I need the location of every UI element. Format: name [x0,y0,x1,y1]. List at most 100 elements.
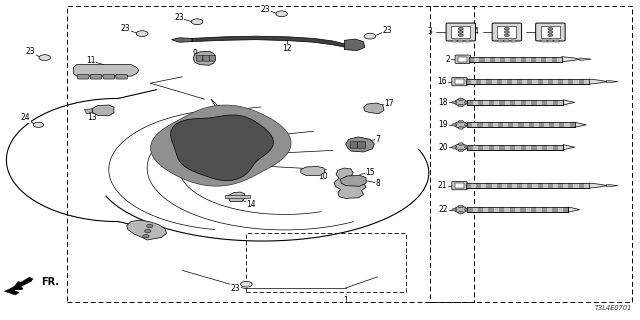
Polygon shape [346,137,374,152]
Bar [531,57,536,62]
Circle shape [548,31,553,33]
Polygon shape [364,103,384,114]
Text: 23: 23 [174,13,184,22]
Bar [478,100,483,105]
Circle shape [458,28,463,30]
Circle shape [458,143,463,145]
Polygon shape [192,36,346,47]
Bar [520,207,525,212]
Polygon shape [334,168,366,198]
Bar [536,145,542,150]
Bar [520,100,526,105]
Circle shape [458,98,463,100]
Bar [527,79,532,84]
Text: 22: 22 [438,205,448,214]
Bar [568,79,573,84]
Polygon shape [10,277,33,291]
Bar [471,79,476,84]
Bar [527,183,532,188]
Bar [466,183,471,188]
Bar [564,122,570,127]
Bar [507,79,512,84]
Circle shape [458,205,463,208]
Bar [515,207,520,212]
Bar [532,79,538,84]
FancyBboxPatch shape [350,142,358,148]
Bar [494,100,499,105]
Bar [531,207,536,212]
Bar [488,207,494,212]
Bar [486,79,492,84]
Bar [481,79,486,84]
Polygon shape [340,175,366,186]
Bar [472,207,478,212]
FancyBboxPatch shape [452,181,467,190]
Circle shape [548,28,553,30]
Bar [467,145,472,150]
Bar [531,100,536,105]
Bar [497,26,516,38]
Polygon shape [563,145,575,150]
Bar [543,79,548,84]
Polygon shape [225,195,250,198]
Bar [549,122,554,127]
Bar [531,145,536,150]
Text: 10: 10 [318,172,328,181]
Bar [458,40,463,42]
Circle shape [465,208,470,211]
FancyBboxPatch shape [103,75,115,79]
Bar [539,122,544,127]
Bar [472,145,478,150]
Bar [488,100,494,105]
Bar [541,57,547,62]
Bar [488,145,494,150]
Bar [504,145,510,150]
Bar [536,207,541,212]
Bar [490,57,495,62]
Polygon shape [568,207,580,212]
Text: 5: 5 [516,28,522,36]
FancyBboxPatch shape [196,55,203,61]
Bar [479,57,484,62]
Polygon shape [4,289,19,295]
Bar [495,57,500,62]
Bar [515,145,520,150]
Bar [541,26,560,38]
Bar [553,183,558,188]
Bar [499,207,504,212]
Bar [466,183,589,188]
Bar [544,122,549,127]
Bar [534,122,539,127]
Bar [568,183,573,188]
FancyBboxPatch shape [446,23,476,41]
Text: 2: 2 [445,55,450,64]
Circle shape [145,229,151,233]
Text: 13: 13 [86,113,97,122]
Circle shape [452,146,457,148]
Bar [493,122,498,127]
Polygon shape [580,58,591,60]
Bar [512,79,517,84]
Bar [526,145,531,150]
Bar [508,122,513,127]
Bar [517,79,522,84]
Polygon shape [127,220,166,240]
Bar [517,183,522,188]
Bar [476,183,481,188]
Bar [518,122,524,127]
Circle shape [143,235,149,238]
Bar [469,57,562,62]
FancyBboxPatch shape [116,75,127,79]
FancyBboxPatch shape [358,142,365,148]
Bar [547,207,552,212]
Bar [513,122,518,127]
Text: 16: 16 [437,77,447,86]
Circle shape [548,34,553,36]
Polygon shape [193,51,216,65]
Bar [553,79,558,84]
Bar [541,207,547,212]
Bar [559,122,564,127]
Bar [554,40,559,42]
Text: 11: 11 [86,56,95,65]
Bar [510,207,515,212]
